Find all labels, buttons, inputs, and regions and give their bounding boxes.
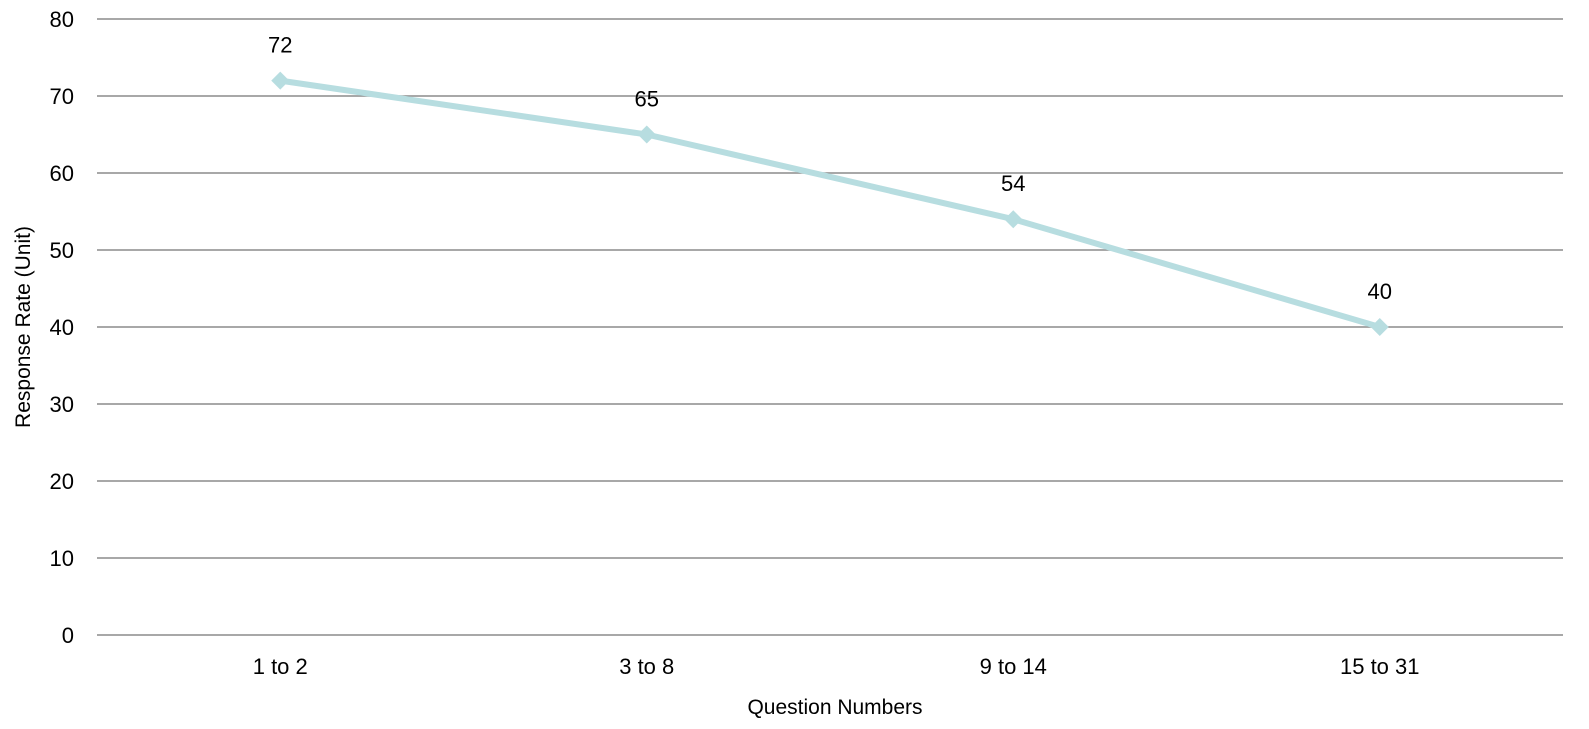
y-tick-label: 40 bbox=[50, 315, 74, 340]
x-tick-label: 1 to 2 bbox=[253, 654, 308, 679]
gridlines bbox=[97, 18, 1563, 636]
data-labels: 72 65 54 40 bbox=[268, 33, 1392, 304]
data-label: 72 bbox=[268, 33, 292, 58]
y-axis-tick-labels: 0 10 20 30 40 50 60 70 80 bbox=[50, 7, 74, 648]
y-tick-label: 70 bbox=[50, 84, 74, 109]
data-point-marker bbox=[1004, 210, 1023, 229]
y-tick-label: 50 bbox=[50, 238, 74, 263]
x-tick-label: 15 to 31 bbox=[1340, 654, 1420, 679]
series-group bbox=[271, 71, 1389, 336]
y-tick-label: 0 bbox=[62, 623, 74, 648]
data-label: 40 bbox=[1368, 279, 1392, 304]
y-tick-label: 30 bbox=[50, 392, 74, 417]
data-label: 54 bbox=[1001, 171, 1025, 196]
y-tick-label: 10 bbox=[50, 546, 74, 571]
series-line bbox=[277, 77, 1383, 330]
x-tick-label: 9 to 14 bbox=[980, 654, 1047, 679]
data-point-marker bbox=[1370, 318, 1389, 336]
y-tick-label: 20 bbox=[50, 469, 74, 494]
x-tick-label: 3 to 8 bbox=[619, 654, 674, 679]
y-tick-label: 60 bbox=[50, 161, 74, 186]
data-label: 65 bbox=[635, 87, 659, 112]
y-tick-label: 80 bbox=[50, 7, 74, 32]
data-point-marker bbox=[637, 125, 656, 144]
x-axis-title: Question Numbers bbox=[747, 696, 922, 719]
data-point-marker bbox=[271, 71, 290, 90]
x-axis-tick-labels: 1 to 2 3 to 8 9 to 14 15 to 31 bbox=[253, 654, 1420, 679]
y-axis-title: Response Rate (Unit) bbox=[12, 226, 35, 428]
